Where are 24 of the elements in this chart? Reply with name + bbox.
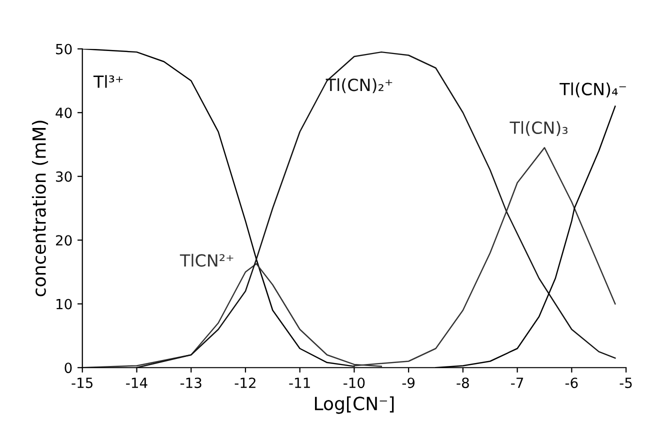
series-label: Tl(CN)₃ [510,121,568,136]
x-tick-label: -9 [402,378,415,388]
y-tick-label: 50 [56,44,72,54]
x-tick-label: -11 [289,378,310,388]
x-tick-label: -15 [72,378,93,388]
y-tick-label: 10 [56,298,72,310]
x-tick-label: -12 [234,378,256,388]
series-label: Tl³⁺ [93,75,123,88]
x-tick-label: -6 [565,378,578,388]
x-tick-label: -5 [620,378,632,388]
x-tick-label: -8 [456,378,469,388]
x-axis-title: Log[CN⁻] [314,396,394,414]
series-label: Tl(CN)₄⁻ [560,82,626,98]
y-tick-label: 0 [64,362,72,374]
x-tick-label: -14 [126,378,148,388]
x-tick-label: -7 [511,378,524,388]
y-tick-label: 40 [56,108,72,118]
y-tick-label: 30 [56,171,72,182]
series-label: TlCN²⁺ [180,254,234,267]
x-tick-label: -13 [180,378,202,388]
y-axis-title: concentration (mM) [32,120,48,296]
x-tick-label: -10 [344,378,365,388]
series-label: Tl(CN)₂⁺ [326,78,392,94]
y-tick-label: 20 [56,235,72,246]
